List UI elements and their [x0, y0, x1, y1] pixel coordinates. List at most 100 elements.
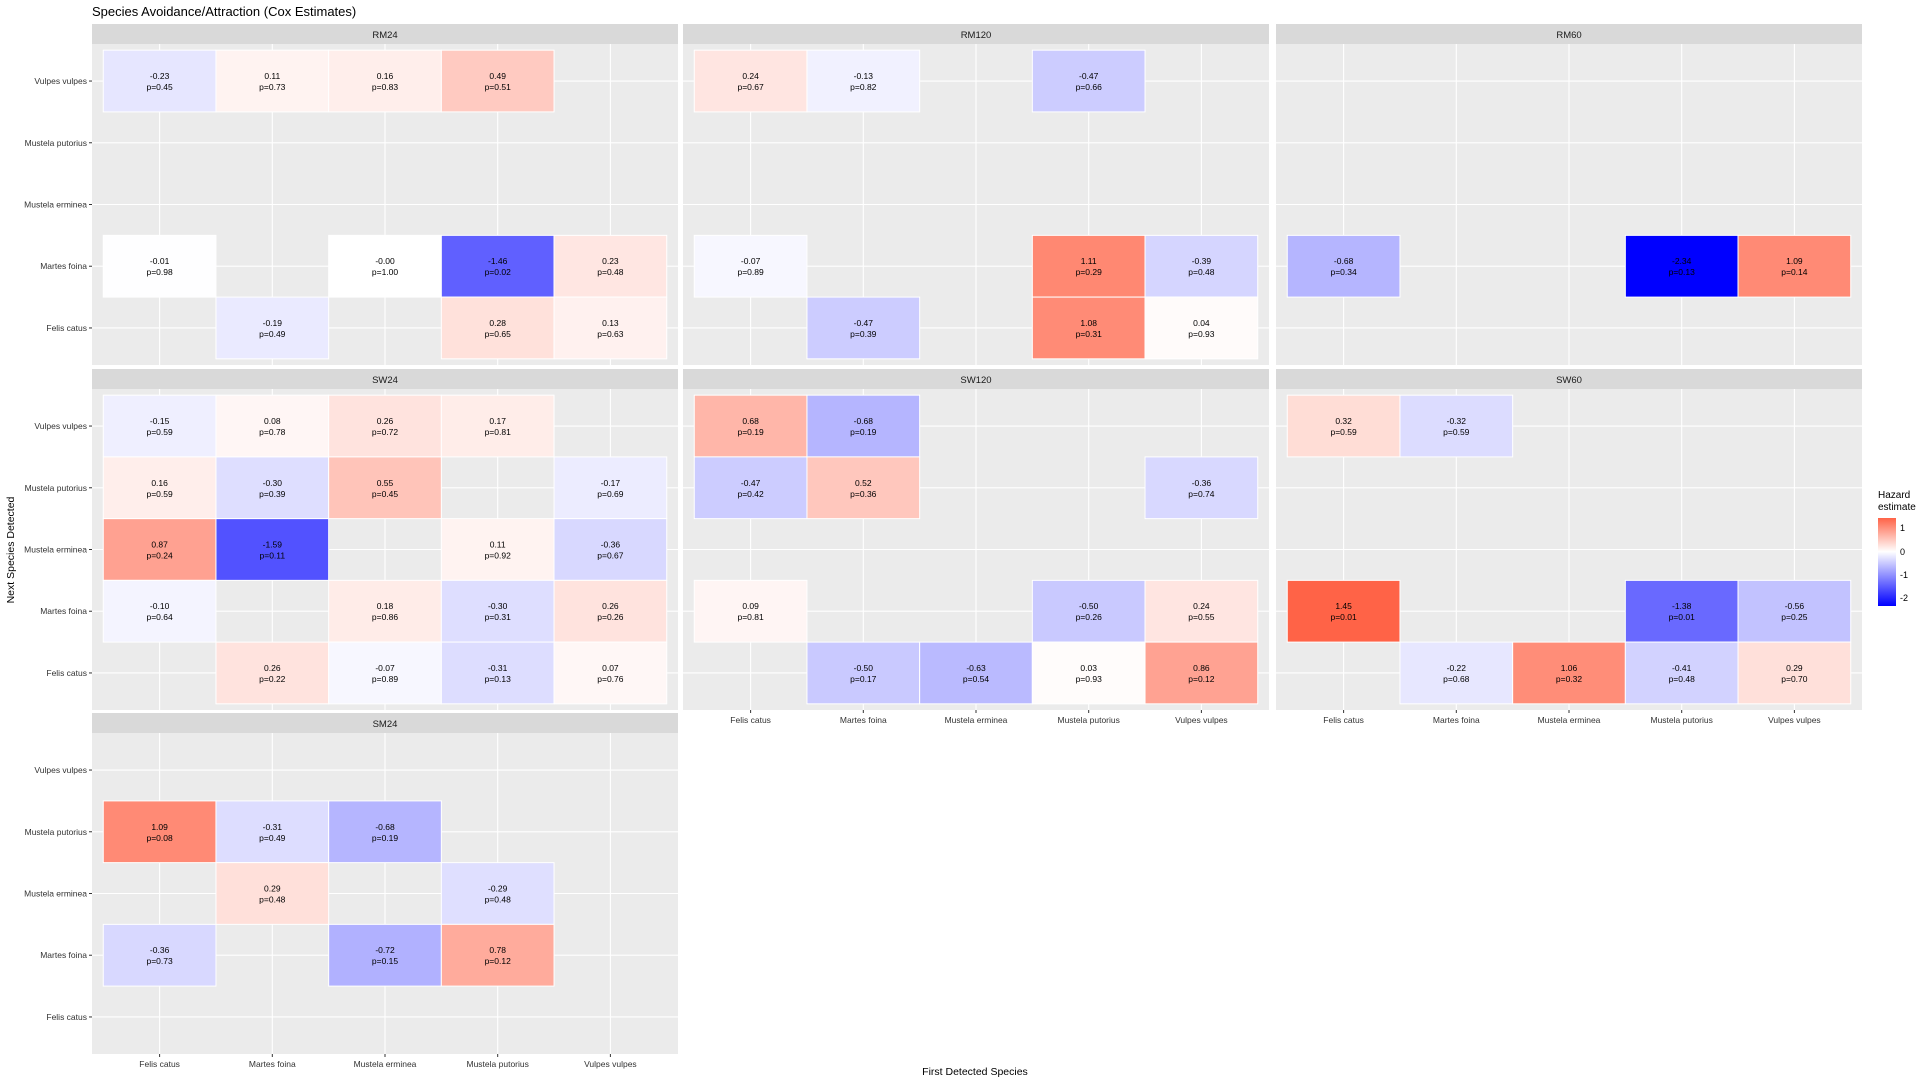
cell-p-value-label: p=0.48: [259, 895, 286, 905]
cell-tile: [102, 234, 217, 298]
cell-tile: [440, 641, 555, 705]
x-tick-label: Felis catus: [139, 1059, 180, 1069]
x-tick-label: Vulpes vulpes: [1768, 715, 1821, 725]
heatmap-cell: -0.29p=0.48: [440, 862, 555, 925]
cell-tile: [1737, 234, 1852, 298]
cell-estimate-label: 0.26: [602, 601, 619, 611]
panel-rm24: RM24-0.23p=0.450.11p=0.730.16p=0.830.49p…: [24, 24, 678, 365]
cell-tile: [1031, 641, 1146, 705]
panel-rm60: RM60-0.68p=0.34-2.34p=0.131.09p=0.14: [1276, 24, 1862, 365]
cell-p-value-label: p=0.55: [1188, 612, 1215, 622]
cell-p-value-label: p=0.12: [485, 956, 512, 966]
heatmap-cell: 0.78p=0.12: [440, 923, 555, 987]
x-tick-label: Mustela erminea: [1538, 715, 1601, 725]
cell-p-value-label: p=0.31: [485, 612, 512, 622]
heatmap-cell: 0.09p=0.81: [693, 579, 808, 643]
cell-tile: [806, 394, 921, 458]
cell-estimate-label: -0.63: [966, 663, 986, 673]
cell-p-value-label: p=0.22: [259, 674, 286, 684]
heatmap-cell: -0.07p=0.89: [328, 641, 442, 705]
cell-estimate-label: -0.68: [854, 416, 874, 426]
cell-estimate-label: -0.36: [1192, 478, 1212, 488]
heatmap-cell: -0.23p=0.45: [102, 49, 217, 113]
cell-estimate-label: -1.59: [263, 540, 283, 550]
cell-p-value-label: p=0.82: [850, 82, 877, 92]
cell-tile: [1031, 49, 1146, 113]
cell-tile: [1031, 579, 1146, 643]
cell-estimate-label: -0.00: [375, 256, 395, 266]
cell-p-value-label: p=0.19: [850, 427, 877, 437]
x-axis-label: First Detected Species: [922, 1066, 1028, 1078]
cell-tile: [553, 296, 668, 360]
x-tick-label: Felis catus: [730, 715, 771, 725]
x-tick-label: Vulpes vulpes: [1175, 715, 1228, 725]
cell-tile: [215, 49, 330, 113]
heatmap-cell: 0.32p=0.59: [1286, 394, 1401, 458]
cell-tile: [1144, 456, 1259, 520]
cell-estimate-label: 0.11: [264, 71, 280, 81]
cell-tile: [102, 923, 217, 987]
cell-tile: [1624, 234, 1739, 298]
cell-p-value-label: p=0.66: [1076, 82, 1103, 92]
cell-tile: [693, 394, 808, 458]
cell-estimate-label: -0.30: [263, 478, 283, 488]
cell-p-value-label: p=0.02: [485, 267, 512, 277]
x-tick-label: Mustela erminea: [945, 715, 1008, 725]
y-tick-label: Mustela erminea: [24, 889, 87, 899]
heatmap-cell: 0.68p=0.19: [693, 394, 808, 458]
cell-p-value-label: p=1.00: [372, 267, 399, 277]
heatmap-cell: 0.29p=0.70: [1737, 641, 1852, 705]
heatmap-cell: 0.52p=0.36: [806, 456, 921, 520]
heatmap-cell: -0.68p=0.19: [806, 394, 921, 458]
cell-p-value-label: p=0.59: [1330, 427, 1357, 437]
heatmap-cell: -0.15p=0.59: [102, 394, 217, 458]
cell-p-value-label: p=0.74: [1188, 489, 1215, 499]
cell-p-value-label: p=0.83: [372, 82, 399, 92]
cell-p-value-label: p=0.48: [1669, 674, 1696, 684]
x-tick-label: Mustela putorius: [1651, 715, 1713, 725]
cell-tile: [693, 456, 808, 520]
cell-p-value-label: p=0.73: [259, 82, 286, 92]
cell-p-value-label: p=0.39: [259, 489, 286, 499]
heatmap-cell: -0.30p=0.39: [215, 456, 330, 520]
cell-tile: [328, 923, 442, 987]
cell-estimate-label: 1.11: [1081, 256, 1097, 266]
cell-estimate-label: -0.68: [375, 822, 395, 832]
cell-tile: [693, 579, 808, 643]
y-tick-label: Vulpes vulpes: [34, 421, 87, 431]
cell-estimate-label: -0.07: [741, 256, 761, 266]
cell-tile: [440, 923, 555, 987]
heatmap-cell: -0.17p=0.69: [553, 456, 668, 520]
heatmap-cell: 0.17p=0.81: [440, 394, 555, 458]
y-tick-label: Mustela erminea: [24, 545, 87, 555]
heatmap-cell: 0.04p=0.93: [1144, 296, 1259, 360]
cell-tile: [328, 641, 442, 705]
cell-p-value-label: p=0.48: [1188, 267, 1215, 277]
cell-tile: [328, 800, 442, 864]
cell-tile: [1031, 296, 1146, 360]
cell-tile: [1286, 579, 1401, 643]
cell-estimate-label: 0.18: [377, 601, 394, 611]
y-tick-label: Martes foina: [40, 950, 87, 960]
cell-p-value-label: p=0.51: [485, 82, 512, 92]
cell-estimate-label: 0.26: [377, 416, 394, 426]
heatmap-cell: 0.11p=0.73: [215, 49, 330, 113]
legend-title-line-2: estimate: [1878, 502, 1916, 513]
heatmap-cell: 0.24p=0.67: [693, 49, 808, 113]
cell-tile: [440, 296, 555, 360]
cell-tile: [440, 49, 555, 113]
cell-tile: [919, 641, 1033, 705]
cell-p-value-label: p=0.26: [1076, 612, 1103, 622]
heatmap-cell: 0.08p=0.78: [215, 394, 330, 458]
cell-estimate-label: 0.87: [151, 540, 168, 550]
cell-p-value-label: p=0.15: [372, 956, 399, 966]
cell-estimate-label: -0.56: [1785, 601, 1805, 611]
cell-estimate-label: -0.29: [488, 884, 508, 894]
heatmap-cell: 0.87p=0.24: [102, 518, 217, 581]
cell-estimate-label: 0.03: [1080, 663, 1097, 673]
legend-colorbar: [1878, 518, 1896, 606]
cell-estimate-label: 0.68: [742, 416, 759, 426]
y-tick-label: Vulpes vulpes: [34, 765, 87, 775]
cell-tile: [1399, 641, 1514, 705]
cell-tile: [328, 456, 442, 520]
